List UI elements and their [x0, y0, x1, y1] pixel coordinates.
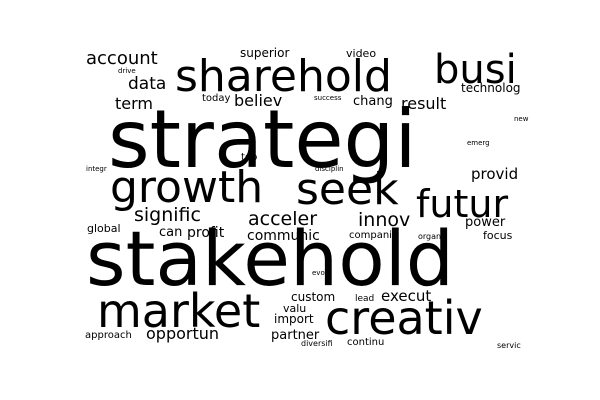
- word-signific: signific: [134, 204, 201, 226]
- word-term: term: [115, 94, 153, 113]
- word-stakehold: stakehold: [86, 214, 455, 303]
- word-strategi: strategi: [108, 93, 417, 186]
- word-video: video: [346, 47, 377, 60]
- word-futur: futur: [416, 182, 509, 226]
- word-seek: seek: [296, 164, 399, 215]
- word-acceler: acceler: [248, 208, 318, 230]
- word-organ: organ: [418, 232, 442, 241]
- word-emerg: emerg: [467, 139, 490, 147]
- word-busi: busi: [434, 47, 517, 93]
- word-integr: integr: [86, 165, 107, 173]
- word-profit: profit: [187, 225, 225, 241]
- word-drive: drive: [118, 67, 136, 75]
- word-compani: compani: [349, 230, 392, 241]
- word-diversifi: diversifi: [301, 339, 333, 348]
- word-can: can: [159, 225, 183, 240]
- word-data: data: [128, 74, 167, 94]
- word-continu: continu: [347, 337, 385, 348]
- word-believ: believ: [234, 91, 283, 110]
- word-power: power: [465, 215, 506, 230]
- word-partner: partner: [271, 328, 320, 343]
- word-provid: provid: [471, 165, 519, 183]
- word-focus: focus: [483, 229, 513, 242]
- word-today: today: [202, 93, 231, 104]
- word-creativ: creativ: [325, 291, 483, 345]
- word-disciplin: disciplin: [315, 165, 344, 173]
- word-market: market: [97, 284, 261, 338]
- word-result: result: [401, 94, 447, 113]
- word-growth: growth: [110, 162, 264, 213]
- word-import: import: [274, 312, 314, 326]
- word-new: new: [514, 115, 529, 123]
- word-sharehold: sharehold: [175, 51, 392, 102]
- word-custom: custom: [291, 290, 336, 304]
- word-opportun: opportun: [146, 324, 220, 343]
- word-technolog: technolog: [461, 81, 521, 95]
- word-account: account: [86, 48, 158, 69]
- word-evolv: evolv: [312, 269, 331, 277]
- word-lead: lead: [355, 294, 375, 304]
- word-top: top: [241, 152, 258, 163]
- word-communic: communic: [247, 228, 320, 244]
- word-execut: execut: [381, 287, 432, 305]
- word-servic: servic: [497, 341, 521, 350]
- word-valu: valu: [283, 302, 307, 315]
- word-chang: chang: [353, 94, 393, 109]
- word-success: success: [314, 94, 342, 102]
- word-approach: approach: [85, 330, 132, 341]
- word-superior: superior: [240, 46, 290, 60]
- word-innov: innov: [358, 209, 411, 231]
- word-global: global: [87, 222, 121, 235]
